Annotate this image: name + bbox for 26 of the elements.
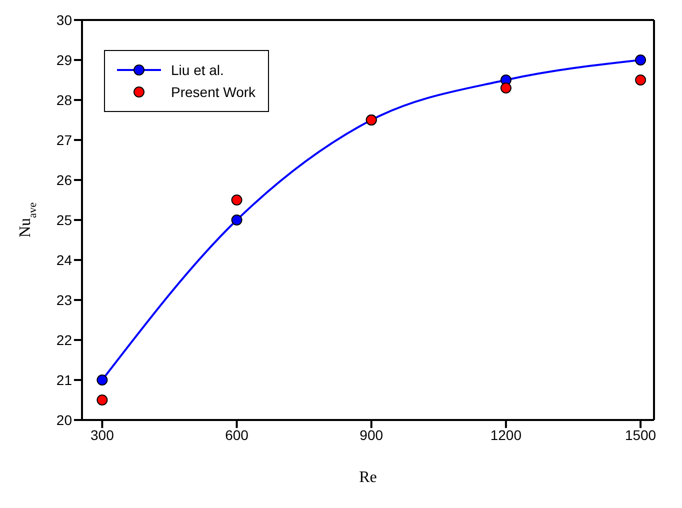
point (635, 54, 646, 66)
x-tick-label: 1500 (624, 426, 656, 443)
point (96, 394, 108, 406)
point (231, 194, 242, 206)
y-tick-label: 24 (56, 252, 72, 268)
point (635, 74, 646, 86)
point (96, 374, 108, 386)
y-tick-label: 25 (56, 212, 72, 228)
y-tick-label: 23 (56, 292, 72, 308)
y-tick-label: 22 (56, 332, 72, 348)
x-tick-label: 900 (360, 426, 384, 443)
y-tick-label: 30 (56, 12, 72, 28)
legend-label: Present Work (171, 84, 256, 100)
x-tick-label: 600 (225, 426, 249, 443)
point (231, 214, 242, 226)
legend-label: Liu et al. (171, 62, 224, 78)
x-axis-title: Re (359, 469, 377, 486)
point (500, 82, 512, 94)
y-tick-label: 26 (56, 172, 72, 188)
x-tick-label: 300 (90, 426, 114, 443)
y-tick-label: 21 (56, 372, 72, 388)
x-tick-label: 1200 (490, 426, 522, 443)
y-tick-label: 20 (56, 412, 72, 428)
y-tick-label: 29 (56, 52, 72, 68)
y-tick-label: 27 (56, 132, 72, 148)
y-tick-label: 28 (56, 92, 72, 108)
